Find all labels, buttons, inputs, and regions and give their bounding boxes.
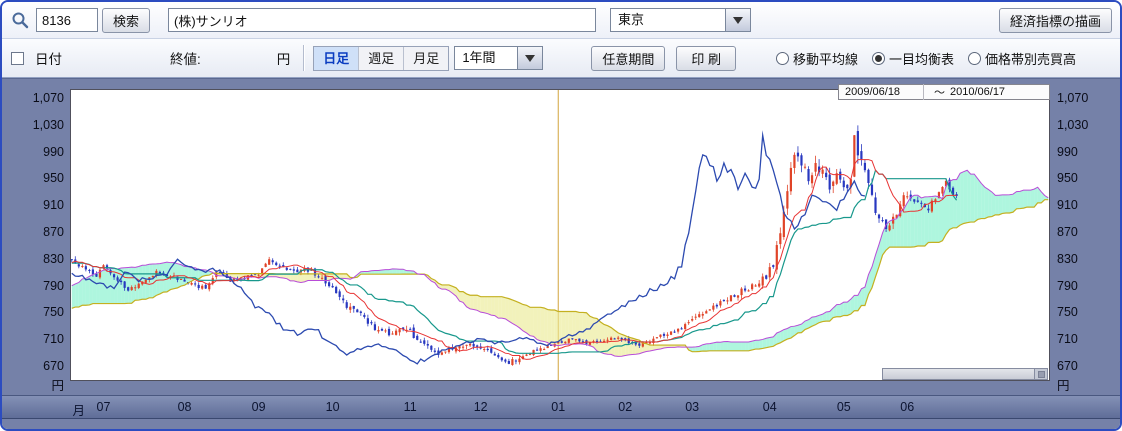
date-from: 2009/06/18: [845, 86, 901, 98]
y-axis-tick-label: 1,030: [1057, 117, 1089, 132]
y-axis-unit-label: 円: [1057, 379, 1070, 393]
chevron-down-icon: [525, 54, 536, 62]
x-axis-month-label: 11: [403, 400, 417, 414]
date-to: 2010/06/17: [950, 86, 1006, 98]
chevron-down-icon: [733, 16, 744, 24]
y-axis-tick-label: 830: [1057, 251, 1078, 266]
x-axis-month-label: 01: [551, 400, 566, 414]
exchange-select[interactable]: 東京: [610, 8, 752, 32]
tab-monthly[interactable]: 月足: [413, 50, 440, 66]
y-axis-tick-label: 710: [1057, 332, 1078, 347]
yen-unit-label: 円: [276, 52, 291, 67]
x-axis-month-label: 03: [685, 400, 700, 414]
y-axis-tick-label: 950: [1057, 171, 1078, 186]
chart-region: 1,070 1,030 990 950 910 870 830 790 750 710 670 円 1…: [2, 78, 1120, 429]
x-axis-month-label: 月: [72, 404, 86, 418]
y-axis-tick-label: 870: [1057, 225, 1078, 239]
search-button[interactable]: 検索: [102, 7, 151, 33]
y-axis-tick-label: 710: [43, 332, 64, 347]
date-checkbox[interactable]: [11, 51, 24, 65]
price-chart-canvas[interactable]: [70, 89, 1050, 381]
y-axis-unit-label: 円: [51, 379, 64, 393]
y-axis-tick-label: 1,070: [1057, 91, 1089, 105]
radio-label: 価格帯別売買高: [984, 51, 1076, 67]
y-axis-tick-label: 870: [43, 225, 64, 239]
y-axis-tick-label: 670: [43, 359, 64, 373]
search-icon: [10, 10, 30, 30]
date-label: 日付: [35, 52, 62, 67]
range-select[interactable]: 1年間: [454, 46, 544, 70]
radio-label: 移動平均線: [792, 51, 858, 67]
x-axis-month-label: 06: [900, 400, 915, 414]
chart-horizontal-scrollbar[interactable]: [882, 368, 1048, 380]
date-range-separator: ～: [923, 84, 945, 100]
draw-economic-indicators-button[interactable]: 経済指標の描画: [998, 7, 1112, 33]
x-axis-month-label: 09: [251, 400, 266, 414]
radio-moving-average[interactable]: 移動平均線: [775, 49, 858, 68]
scrollbar-button[interactable]: [1034, 369, 1047, 379]
radio-icon: [775, 51, 789, 65]
y-axis-tick-label: 790: [43, 278, 64, 293]
toolbar-search-row: 検索 東京 経済指標の描画: [2, 2, 1120, 39]
y-axis-tick-label: 990: [43, 144, 64, 159]
y-axis-tick-label: 990: [1057, 144, 1078, 159]
radio-icon: [967, 51, 981, 65]
company-name-input[interactable]: [168, 8, 597, 32]
print-button[interactable]: 印 刷: [676, 45, 736, 71]
radio-ichimoku[interactable]: 一目均衡表: [871, 49, 954, 68]
y-axis-tick-label: 750: [43, 305, 64, 320]
custom-period-button[interactable]: 任意期間: [591, 45, 666, 71]
x-axis-month-label: 10: [325, 400, 340, 414]
x-axis-month-label: 05: [836, 400, 851, 414]
y-axis-tick-label: 910: [43, 198, 64, 213]
exchange-value: 東京: [610, 8, 727, 32]
tab-weekly[interactable]: 週足: [359, 46, 405, 70]
separator: [303, 45, 305, 71]
tab-daily[interactable]: 日足: [314, 46, 360, 70]
x-axis-month-band: 月 07 08 09 10 11 12 01 02 03 04 05 06: [2, 395, 1120, 419]
y-axis-left: 1,070 1,030 990 950 910 870 830 790 750 710 670 円: [2, 79, 66, 429]
y-axis-tick-label: 750: [1057, 305, 1078, 320]
y-axis-tick-label: 910: [1057, 198, 1078, 213]
stock-code-input[interactable]: [36, 8, 98, 32]
radio-volume-by-price[interactable]: 価格帯別売買高: [967, 49, 1076, 68]
x-axis-month-label: 08: [177, 400, 192, 414]
radio-label: 一目均衡表: [888, 51, 954, 67]
x-axis-month-label: 02: [618, 400, 633, 414]
y-axis-tick-label: 1,070: [32, 91, 64, 105]
range-value: 1年間: [454, 46, 519, 70]
exchange-dropdown-button[interactable]: [726, 8, 752, 32]
y-axis-tick-label: 670: [1057, 359, 1078, 373]
y-axis-right: 1,070 1,030 990 950 910 870 830 790 750 710 670 円: [1054, 79, 1118, 429]
x-axis-month-label: 12: [473, 400, 488, 414]
radio-icon-checked: [871, 51, 885, 65]
y-axis-tick-label: 1,030: [32, 117, 64, 132]
x-axis-month-label: 04: [762, 400, 777, 414]
period-tabs: 日足 週足 月足: [313, 45, 450, 71]
toolbar-controls-row: 日付 終値: 円 日足 週足 月足 1年間 任意期間 印 刷 移動平均線 一目均…: [2, 39, 1120, 78]
y-axis-tick-label: 790: [1057, 278, 1078, 293]
range-dropdown-button[interactable]: [518, 46, 544, 70]
y-axis-tick-label: 830: [43, 251, 64, 266]
overlay-radio-group: 移動平均線 一目均衡表 価格帯別売買高: [762, 49, 1076, 68]
x-axis-month-label: 07: [96, 400, 111, 414]
y-axis-tick-label: 950: [43, 171, 64, 186]
close-price-label: 終値:: [170, 52, 201, 67]
date-range-display: 2009/06/18 ～ 2010/06/17: [838, 84, 1050, 100]
